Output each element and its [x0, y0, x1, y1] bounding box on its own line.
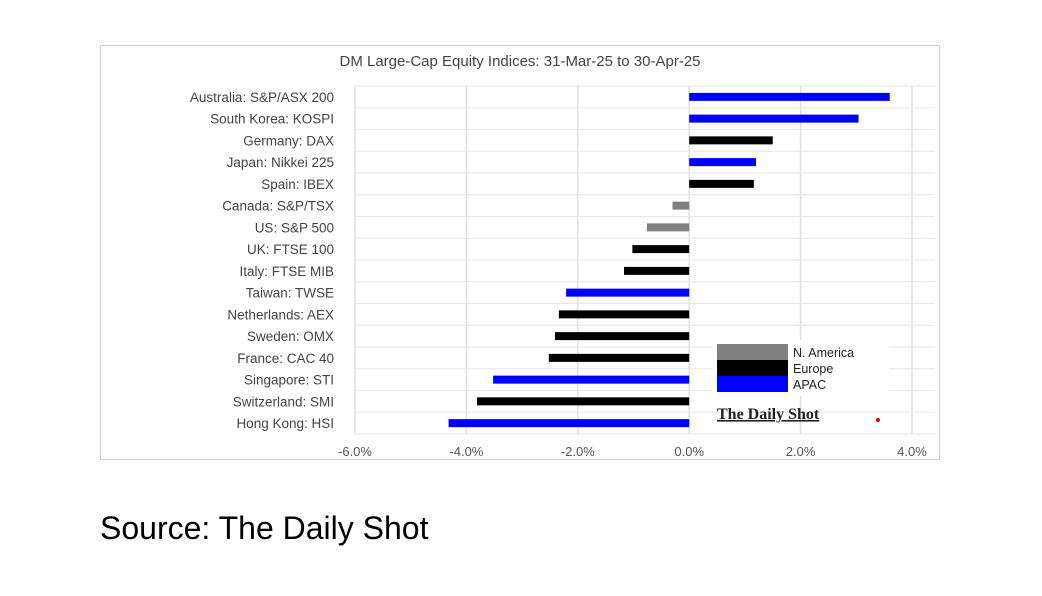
- bar-11: [554, 332, 690, 341]
- bar-9: [566, 288, 690, 297]
- x-tick-label: -6.0%: [338, 444, 372, 459]
- legend-label: Europe: [793, 362, 833, 376]
- x-tick-label: 2.0%: [786, 444, 816, 459]
- bar-chart: DM Large-Cap Equity Indices: 31-Mar-25 t…: [190, 53, 935, 459]
- category-label: Hong Kong: HSI: [236, 416, 334, 431]
- category-label: Sweden: OMX: [247, 329, 334, 344]
- category-label: Singapore: STI: [244, 373, 334, 388]
- x-tick-label: -4.0%: [449, 444, 483, 459]
- bar-10: [558, 310, 690, 319]
- bar-0: [689, 92, 890, 101]
- bar-15: [448, 419, 690, 428]
- daily-shot-logo: The Daily Shot: [717, 406, 820, 423]
- legend-label: N. America: [793, 346, 854, 360]
- x-tick-label: -2.0%: [561, 444, 595, 459]
- category-label: Germany: DAX: [243, 133, 334, 148]
- category-label: South Korea: KOSPI: [210, 112, 334, 127]
- x-tick-label: 0.0%: [674, 444, 704, 459]
- category-label: Switzerland: SMI: [233, 394, 334, 409]
- category-label: France: CAC 40: [237, 351, 334, 366]
- legend-swatch: [717, 344, 788, 360]
- category-label: US: S&P 500: [255, 220, 334, 235]
- legend-swatch: [717, 360, 788, 376]
- x-tick-label: 4.0%: [897, 444, 927, 459]
- bar-2: [689, 136, 773, 145]
- bar-8: [624, 266, 690, 275]
- category-label: Japan: Nikkei 225: [227, 155, 334, 170]
- chart-title: DM Large-Cap Equity Indices: 31-Mar-25 t…: [340, 53, 701, 70]
- bar-1: [689, 114, 859, 123]
- bar-14: [476, 397, 690, 406]
- bar-4: [689, 179, 754, 188]
- category-label: Spain: IBEX: [261, 177, 334, 192]
- bar-3: [689, 158, 757, 167]
- legend-swatch: [717, 376, 788, 392]
- chart-frame: [100, 45, 940, 460]
- source-caption: Source: The Daily Shot: [100, 510, 429, 546]
- category-label: Netherlands: AEX: [227, 307, 334, 322]
- logo-dot: [876, 418, 880, 422]
- category-label: UK: FTSE 100: [247, 242, 334, 257]
- bar-13: [493, 375, 690, 384]
- category-label: Taiwan: TWSE: [246, 286, 334, 301]
- bar-7: [632, 245, 690, 254]
- category-label: Canada: S&P/TSX: [222, 199, 334, 214]
- category-label: Italy: FTSE MIB: [239, 264, 334, 279]
- bar-5: [672, 201, 690, 210]
- legend-label: APAC: [793, 378, 826, 392]
- category-label: Australia: S&P/ASX 200: [190, 90, 334, 105]
- bar-6: [646, 223, 690, 232]
- bar-12: [548, 353, 690, 362]
